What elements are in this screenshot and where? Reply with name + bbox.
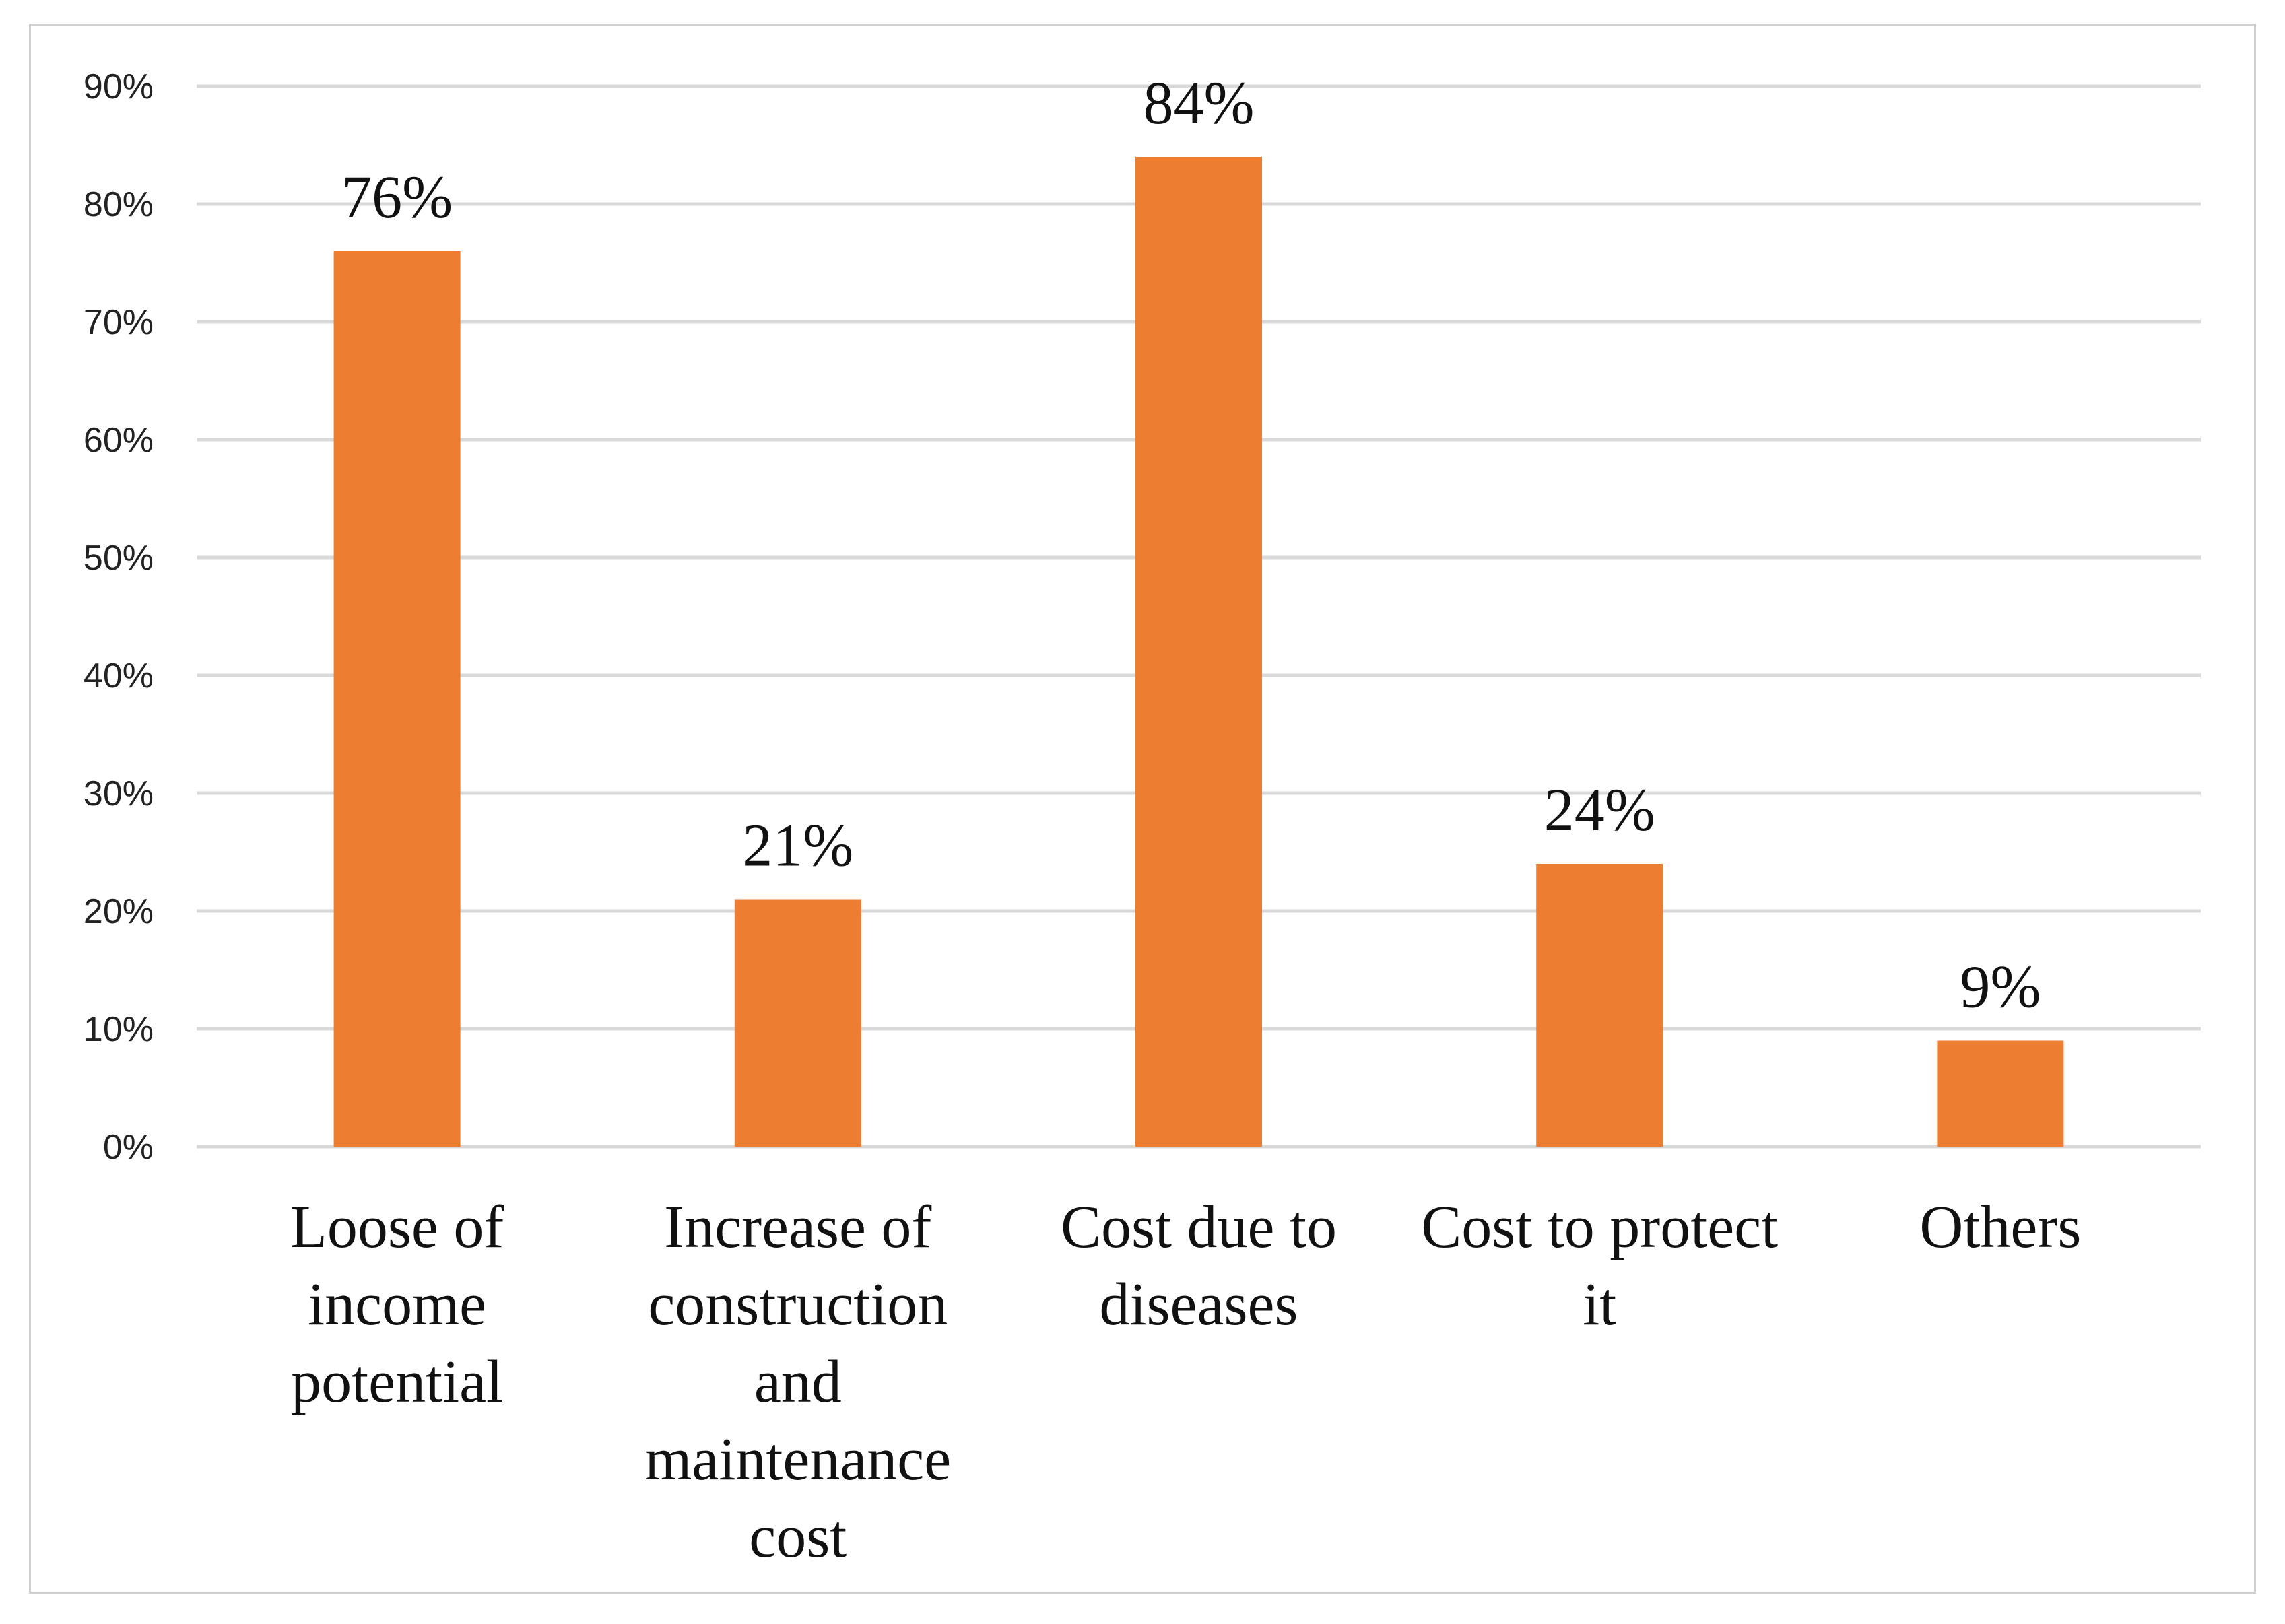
y-tick-label: 70% (84, 303, 154, 342)
y-tick-label: 20% (84, 892, 154, 931)
bar-2 (734, 899, 861, 1147)
bar-4 (1536, 864, 1663, 1147)
data-label-5: 9% (1960, 954, 2041, 1021)
bar-1 (333, 251, 461, 1147)
x-axis-category-labels: Loose of income potential Increase of constr… (290, 1194, 2081, 1570)
y-axis-tick-labels: 0% 10% 20% 30% 40% 50% 60% 70% 80% 90% (84, 67, 154, 1167)
data-label-4: 24% (1544, 777, 1655, 844)
data-labels: 76% 21% 84% 24% 9% (341, 70, 2041, 1021)
y-tick-label: 10% (84, 1010, 154, 1049)
category-label-1: Loose of income potential (290, 1194, 504, 1415)
bars (333, 157, 2064, 1147)
y-tick-label: 0% (103, 1128, 154, 1167)
data-label-2: 21% (742, 813, 853, 879)
bar-5 (1937, 1040, 2064, 1147)
data-label-3: 84% (1144, 70, 1255, 137)
bar-3 (1135, 157, 1262, 1147)
category-label-2: Increase of construction and maintenance cos… (644, 1194, 951, 1570)
y-tick-label: 60% (84, 421, 154, 460)
category-label-4: Cost to protect it (1421, 1194, 1778, 1338)
category-label-3: Cost due to diseases (1061, 1194, 1337, 1338)
y-tick-label: 40% (84, 656, 154, 696)
y-tick-label: 30% (84, 774, 154, 813)
y-tick-label: 50% (84, 539, 154, 578)
y-tick-label: 80% (84, 185, 154, 224)
y-tick-label: 90% (84, 67, 154, 106)
category-label-5: Others (1919, 1194, 2081, 1260)
data-label-1: 76% (341, 164, 453, 231)
